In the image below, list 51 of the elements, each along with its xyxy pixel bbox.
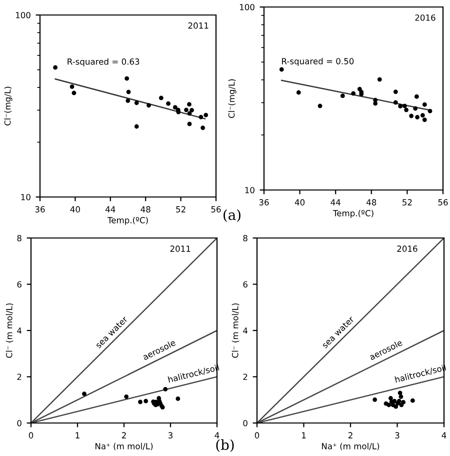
x-axis-title: Na⁺ (m mol/L) <box>96 442 153 450</box>
y-tick-label: 100 <box>240 4 254 10</box>
x-tick-label: 52 <box>402 199 412 206</box>
y-tick-label: 10 <box>21 194 30 200</box>
y-axis-title: Cl⁻(mg/L) <box>4 86 12 126</box>
x-tick-label: 56 <box>211 206 221 212</box>
x-tick-label: 3 <box>395 432 400 438</box>
y-tick-label: 6 <box>243 281 248 288</box>
y-tick-label: 100 <box>16 12 30 18</box>
text: 2016 <box>397 246 418 252</box>
y-tick-label: 2 <box>243 374 248 380</box>
y-tick-label: 0 <box>17 420 22 426</box>
x-axis-title: Na⁺ (m mol/L) <box>322 442 380 450</box>
text: (b) <box>216 439 234 452</box>
text: 2016 <box>415 14 436 21</box>
y-axis-title: Cl⁻(mg/L) <box>228 79 236 118</box>
y-tick-label: 6 <box>17 281 22 288</box>
x-axis-title: Temp.(ºC) <box>332 210 374 218</box>
x-tick-label: 4 <box>214 432 220 438</box>
x-tick-label: 52 <box>176 206 186 212</box>
y-tick-label: 10 <box>245 186 254 194</box>
x-tick-label: 44 <box>106 206 116 212</box>
y-tick-label: 2 <box>17 374 22 380</box>
text: (a) <box>224 209 240 222</box>
y-axis-title: Cl⁻ (m mol/L) <box>232 304 240 358</box>
x-tick-label: 40 <box>294 199 305 206</box>
text: 2011 <box>188 22 208 29</box>
y-tick-label: 8 <box>243 234 248 242</box>
annotation: R-squared = 0.63 <box>68 58 140 66</box>
x-tick-label: 1 <box>76 432 80 438</box>
x-tick-label: 36 <box>35 206 45 212</box>
y-tick-label: 8 <box>17 234 22 242</box>
text: 2011 <box>170 246 190 252</box>
x-tick-label: 1 <box>302 432 306 438</box>
y-tick-label: 4 <box>243 328 248 334</box>
x-tick-label: 48 <box>366 199 376 206</box>
x-tick-label: 0 <box>254 432 260 438</box>
x-axis-title: Temp.(ºC) <box>107 216 148 225</box>
x-tick-label: 2 <box>348 432 352 438</box>
y-axis-title: Cl⁻ (m mol/L) <box>6 304 14 358</box>
x-tick-label: 56 <box>438 199 448 206</box>
annotation: R-squared = 0.50 <box>282 58 354 66</box>
x-tick-label: 40 <box>70 206 80 212</box>
x-tick-label: 44 <box>330 199 340 206</box>
y-tick-label: 0 <box>243 420 248 426</box>
x-tick-label: 2 <box>122 432 126 438</box>
y-tick-label: 4 <box>17 328 22 334</box>
x-tick-label: 48 <box>140 206 150 212</box>
x-tick-label: 36 <box>259 199 269 206</box>
x-tick-label: 4 <box>442 432 446 438</box>
x-tick-label: 3 <box>168 432 172 438</box>
